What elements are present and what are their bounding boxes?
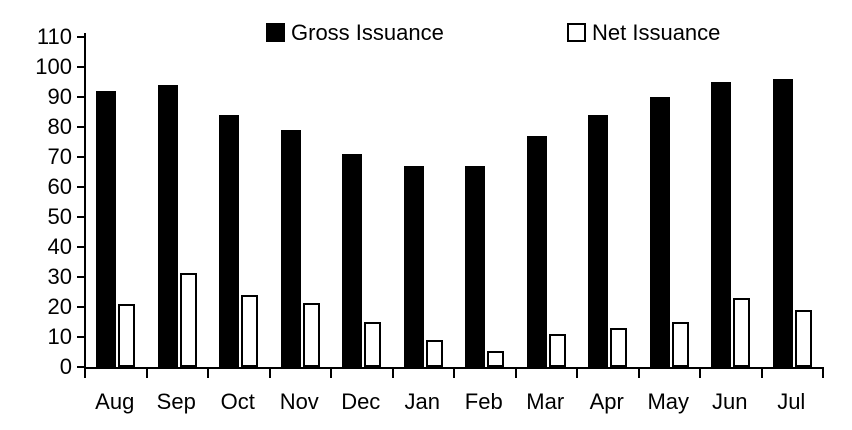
x-tick-mark bbox=[822, 367, 824, 378]
y-tick-label: 100 bbox=[35, 54, 72, 79]
y-tick-mark bbox=[77, 96, 84, 98]
y-tick-mark bbox=[77, 366, 84, 368]
x-tick-label-oct: Oct bbox=[220, 389, 255, 414]
x-tick-label-jul: Jul bbox=[777, 389, 806, 414]
x-tick-mark bbox=[84, 367, 86, 378]
legend-label-gross-issuance: Gross Issuance bbox=[291, 20, 444, 45]
x-tick-mark bbox=[330, 367, 332, 378]
gross-issuance-swatch-icon bbox=[266, 23, 285, 42]
y-tick-mark bbox=[77, 216, 84, 218]
net-bar-jun bbox=[733, 298, 750, 367]
gross-bar-aug bbox=[96, 91, 116, 367]
x-tick-label-feb: Feb bbox=[464, 389, 503, 414]
x-tick-label-aug: Aug bbox=[95, 389, 135, 414]
x-tick-label-jan: Jan bbox=[404, 389, 440, 414]
gross-bar-oct bbox=[219, 115, 239, 367]
x-tick-mark bbox=[699, 367, 701, 378]
x-tick-label-may: May bbox=[647, 389, 690, 414]
y-tick-label: 20 bbox=[47, 294, 72, 319]
y-tick-mark bbox=[77, 36, 84, 38]
y-tick-mark bbox=[77, 246, 84, 248]
x-tick-mark bbox=[145, 367, 148, 378]
x-tick-label-jun: Jun bbox=[712, 389, 748, 414]
legend-item-gross-issuance: Gross Issuance bbox=[266, 20, 444, 45]
net-bar-jan bbox=[425, 340, 443, 367]
x-tick-mark bbox=[576, 367, 578, 378]
gross-bar-may bbox=[649, 97, 670, 367]
net-bar-oct bbox=[241, 295, 258, 367]
gross-bar-mar bbox=[526, 136, 547, 367]
x-tick-mark bbox=[514, 367, 517, 378]
y-tick-mark bbox=[77, 276, 84, 278]
legend-item-net-issuance: Net Issuance bbox=[567, 20, 721, 45]
net-bar-sep bbox=[179, 272, 197, 367]
x-tick-mark bbox=[207, 367, 209, 378]
x-tick-mark bbox=[760, 367, 763, 378]
y-tick-mark bbox=[77, 336, 84, 338]
gross-bar-sep bbox=[157, 85, 178, 367]
x-tick-label-nov: Nov bbox=[279, 389, 319, 414]
x-tick-label-mar: Mar bbox=[526, 389, 565, 414]
legend-label-net-issuance: Net Issuance bbox=[592, 20, 721, 45]
gross-bar-apr bbox=[588, 115, 608, 367]
y-tick-mark bbox=[77, 126, 84, 128]
net-bar-mar bbox=[548, 334, 566, 367]
gross-bar-dec bbox=[342, 154, 362, 367]
net-issuance-swatch-icon bbox=[567, 23, 586, 42]
y-tick-label: 40 bbox=[47, 234, 72, 259]
net-bar-dec bbox=[364, 322, 381, 367]
net-bar-aug bbox=[118, 304, 135, 367]
gross-bar-nov bbox=[280, 130, 301, 367]
x-tick-mark bbox=[453, 367, 455, 378]
net-bar-jul bbox=[794, 310, 812, 367]
x-tick-mark bbox=[391, 367, 394, 378]
x-tick-mark bbox=[268, 367, 271, 378]
y-tick-label: 10 bbox=[47, 324, 72, 349]
net-bar-feb bbox=[487, 350, 504, 367]
gross-bar-jun bbox=[711, 82, 731, 367]
net-bar-may bbox=[671, 322, 689, 367]
y-tick-label: 0 bbox=[59, 354, 72, 379]
y-tick-label: 30 bbox=[47, 264, 72, 289]
y-axis-line bbox=[84, 33, 86, 369]
y-tick-label: 80 bbox=[47, 114, 72, 139]
y-tick-mark bbox=[77, 306, 84, 308]
y-tick-mark bbox=[77, 156, 84, 158]
gross-bar-jul bbox=[772, 79, 793, 367]
net-bar-nov bbox=[302, 302, 320, 367]
x-tick-mark bbox=[637, 367, 640, 378]
x-tick-label-dec: Dec bbox=[341, 389, 381, 414]
y-tick-label: 70 bbox=[47, 144, 72, 169]
y-tick-mark bbox=[77, 186, 84, 188]
y-tick-label: 110 bbox=[36, 24, 72, 49]
gross-bar-jan bbox=[403, 166, 424, 367]
net-bar-apr bbox=[610, 328, 627, 367]
gross-bar-feb bbox=[465, 166, 485, 367]
y-tick-mark bbox=[77, 66, 84, 68]
x-tick-label-sep: Sep bbox=[156, 389, 196, 414]
y-tick-label: 90 bbox=[47, 84, 72, 109]
y-tick-label: 60 bbox=[47, 174, 72, 199]
y-tick-label: 50 bbox=[47, 204, 72, 229]
x-tick-label-apr: Apr bbox=[589, 389, 624, 414]
